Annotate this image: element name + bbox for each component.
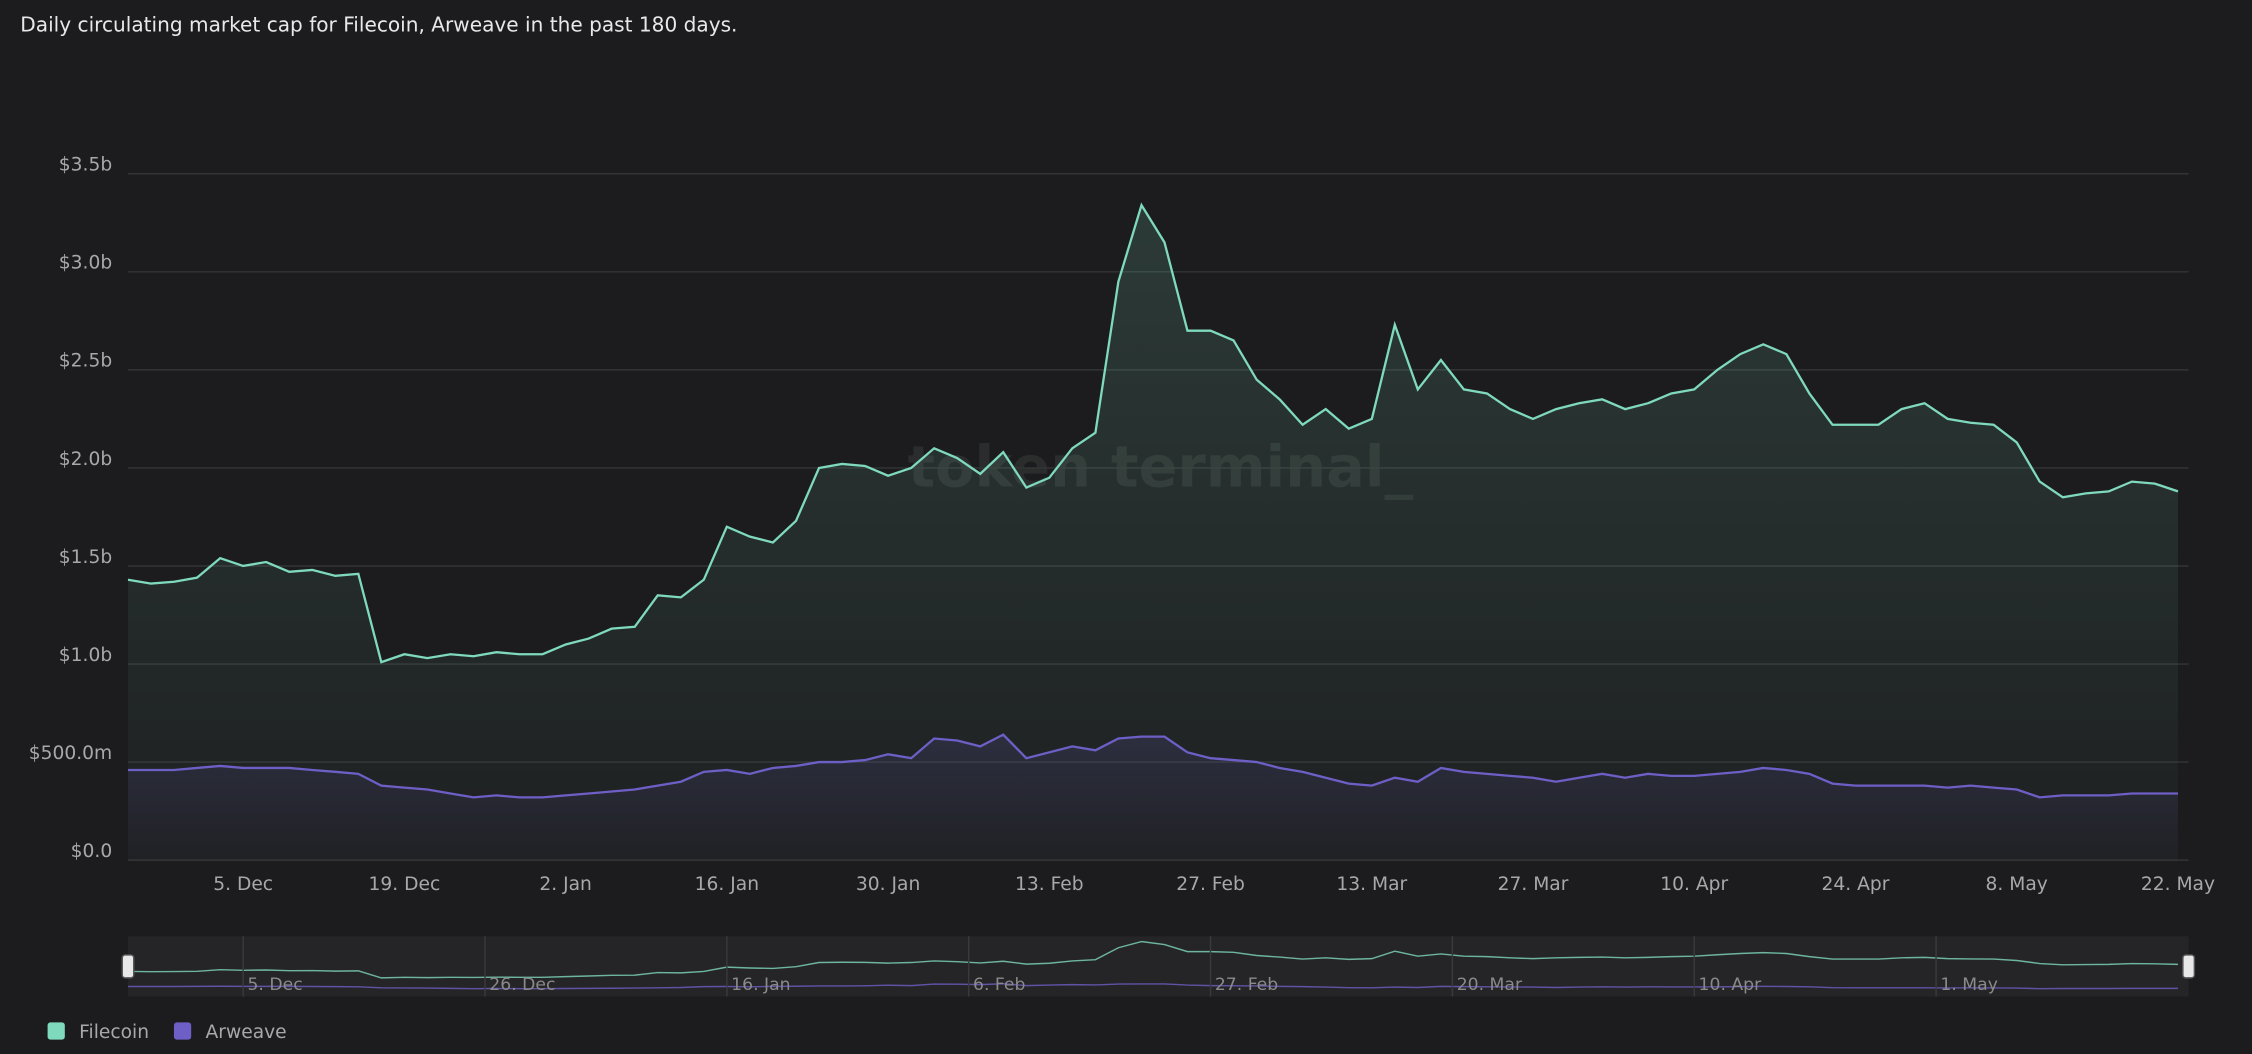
legend-swatch [47,1022,65,1040]
navigator-tick-label: 6. Feb [973,975,1025,995]
y-tick-label: $3.0b [59,253,112,274]
x-tick-label: 24. Apr [1822,874,1890,895]
legend-swatch [173,1022,192,1040]
y-tick-label: $2.0b [59,449,112,470]
y-tick-label: $1.0b [59,645,112,666]
navigator-line [127,940,2179,979]
navigator-tick-label: 1. May [1940,975,1998,995]
y-tick-label: $2.5b [59,351,112,372]
legend-label: Filecoin [79,1022,149,1043]
x-tick-label: 10. Apr [1660,874,1728,895]
x-tick-label: 27. Feb [1176,874,1245,895]
series-line [127,202,2179,664]
y-tick-label: $0.0 [71,841,113,862]
navigator-tick-label: 20. Mar [1457,975,1523,995]
series-line [128,733,2178,799]
x-tick-label: 16. Jan [695,874,759,895]
x-tick-label: 8. May [1986,874,2048,895]
x-tick-label: 30. Jan [856,874,920,895]
navigator-line [128,983,2178,990]
navigator-tick-label: 10. Apr [1699,975,1763,995]
y-tick-label: $500.0m [29,743,112,764]
y-tick-label: $1.5b [59,547,112,568]
series-area [128,734,2178,861]
x-tick-label: 22. May [2141,874,2215,895]
x-tick-label: 19. Dec [369,874,441,895]
chart-title: Daily circulating market cap for Filecoi… [20,12,737,36]
navigator-handle[interactable] [121,954,135,979]
navigator-tick-label: 16. Jan [731,975,790,995]
x-tick-label: 13. Feb [1015,874,1084,895]
x-tick-label: 13. Mar [1336,874,1407,895]
x-tick-label: 5. Dec [213,874,273,895]
x-tick-label: 27. Mar [1498,874,1569,895]
navigator-tick-label: 27. Feb [1215,975,1278,995]
legend-label: Arweave [206,1022,287,1043]
navigator-tick-label: 5. Dec [247,975,302,995]
navigator-tick-label: 26. Dec [489,975,555,995]
y-tick-label: $3.5b [59,155,112,176]
series-area [128,205,2178,861]
navigator-handle[interactable] [2182,954,2196,979]
x-tick-label: 2. Jan [539,874,592,895]
navigator-background [128,936,2189,997]
